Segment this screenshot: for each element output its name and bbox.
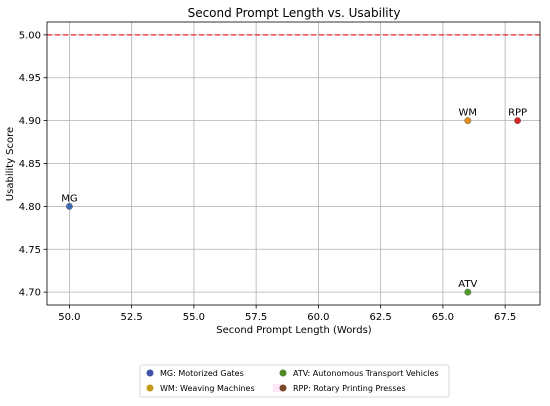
y-axis-title: Usability Score xyxy=(5,127,16,201)
y-tick-label: 5.00 xyxy=(19,30,41,41)
data-point-wm xyxy=(464,117,472,125)
y-tick-label: 4.90 xyxy=(19,116,41,127)
legend-marker-faint xyxy=(273,384,281,392)
y-tick-label: 4.75 xyxy=(19,245,41,256)
legend-marker-wm xyxy=(146,384,154,392)
points-group: MG WM RPP ATV xyxy=(61,108,527,296)
x-tick-label: 65.0 xyxy=(432,312,454,323)
legend-label-wm: WM: Weaving Machines xyxy=(160,384,255,393)
x-tick-label: 62.5 xyxy=(370,312,392,323)
legend-box xyxy=(139,364,450,398)
legend-label-rpp: RPP: Rotary Printing Presses xyxy=(293,384,406,393)
y-tick-label: 4.95 xyxy=(19,73,41,84)
point-label-wm: WM xyxy=(459,108,478,119)
point-label-atv: ATV xyxy=(458,279,477,290)
x-tick-label: 55.0 xyxy=(183,312,205,323)
x-tick-label: 67.5 xyxy=(494,312,516,323)
x-tick-label: 52.5 xyxy=(121,312,143,323)
data-point-mg xyxy=(66,202,73,210)
point-label-rpp: RPP xyxy=(508,108,527,119)
legend-marker-rpp xyxy=(279,384,287,392)
data-point-rpp xyxy=(514,117,521,125)
y-tick-label: 4.85 xyxy=(19,159,41,170)
y-tick-label: 4.70 xyxy=(19,288,41,299)
x-tick-label: 60.0 xyxy=(307,312,329,323)
legend-marker-mg xyxy=(146,369,154,377)
point-label-mg: MG xyxy=(61,193,77,204)
x-tick-label: 57.5 xyxy=(245,312,267,323)
y-ticks: 4.70 4.75 4.80 4.85 4.90 4.95 5.00 xyxy=(19,30,47,299)
x-axis-title: Second Prompt Length (Words) xyxy=(216,325,372,336)
data-point-atv xyxy=(464,288,472,296)
legend-label-atv: ATV: Autonomous Transport Vehicles xyxy=(293,369,439,378)
x-ticks: 50.0 52.5 55.0 57.5 60.0 62.5 65.0 67.5 xyxy=(58,305,516,323)
legend: MG: Motorized Gates WM: Weaving Machines… xyxy=(139,364,450,398)
grid xyxy=(47,22,540,305)
y-tick-label: 4.80 xyxy=(19,202,41,213)
legend-marker-atv xyxy=(279,369,287,377)
legend-label-mg: MG: Motorized Gates xyxy=(160,369,244,378)
chart-title: Second Prompt Length vs. Usability xyxy=(188,6,401,20)
x-tick-label: 50.0 xyxy=(58,312,80,323)
